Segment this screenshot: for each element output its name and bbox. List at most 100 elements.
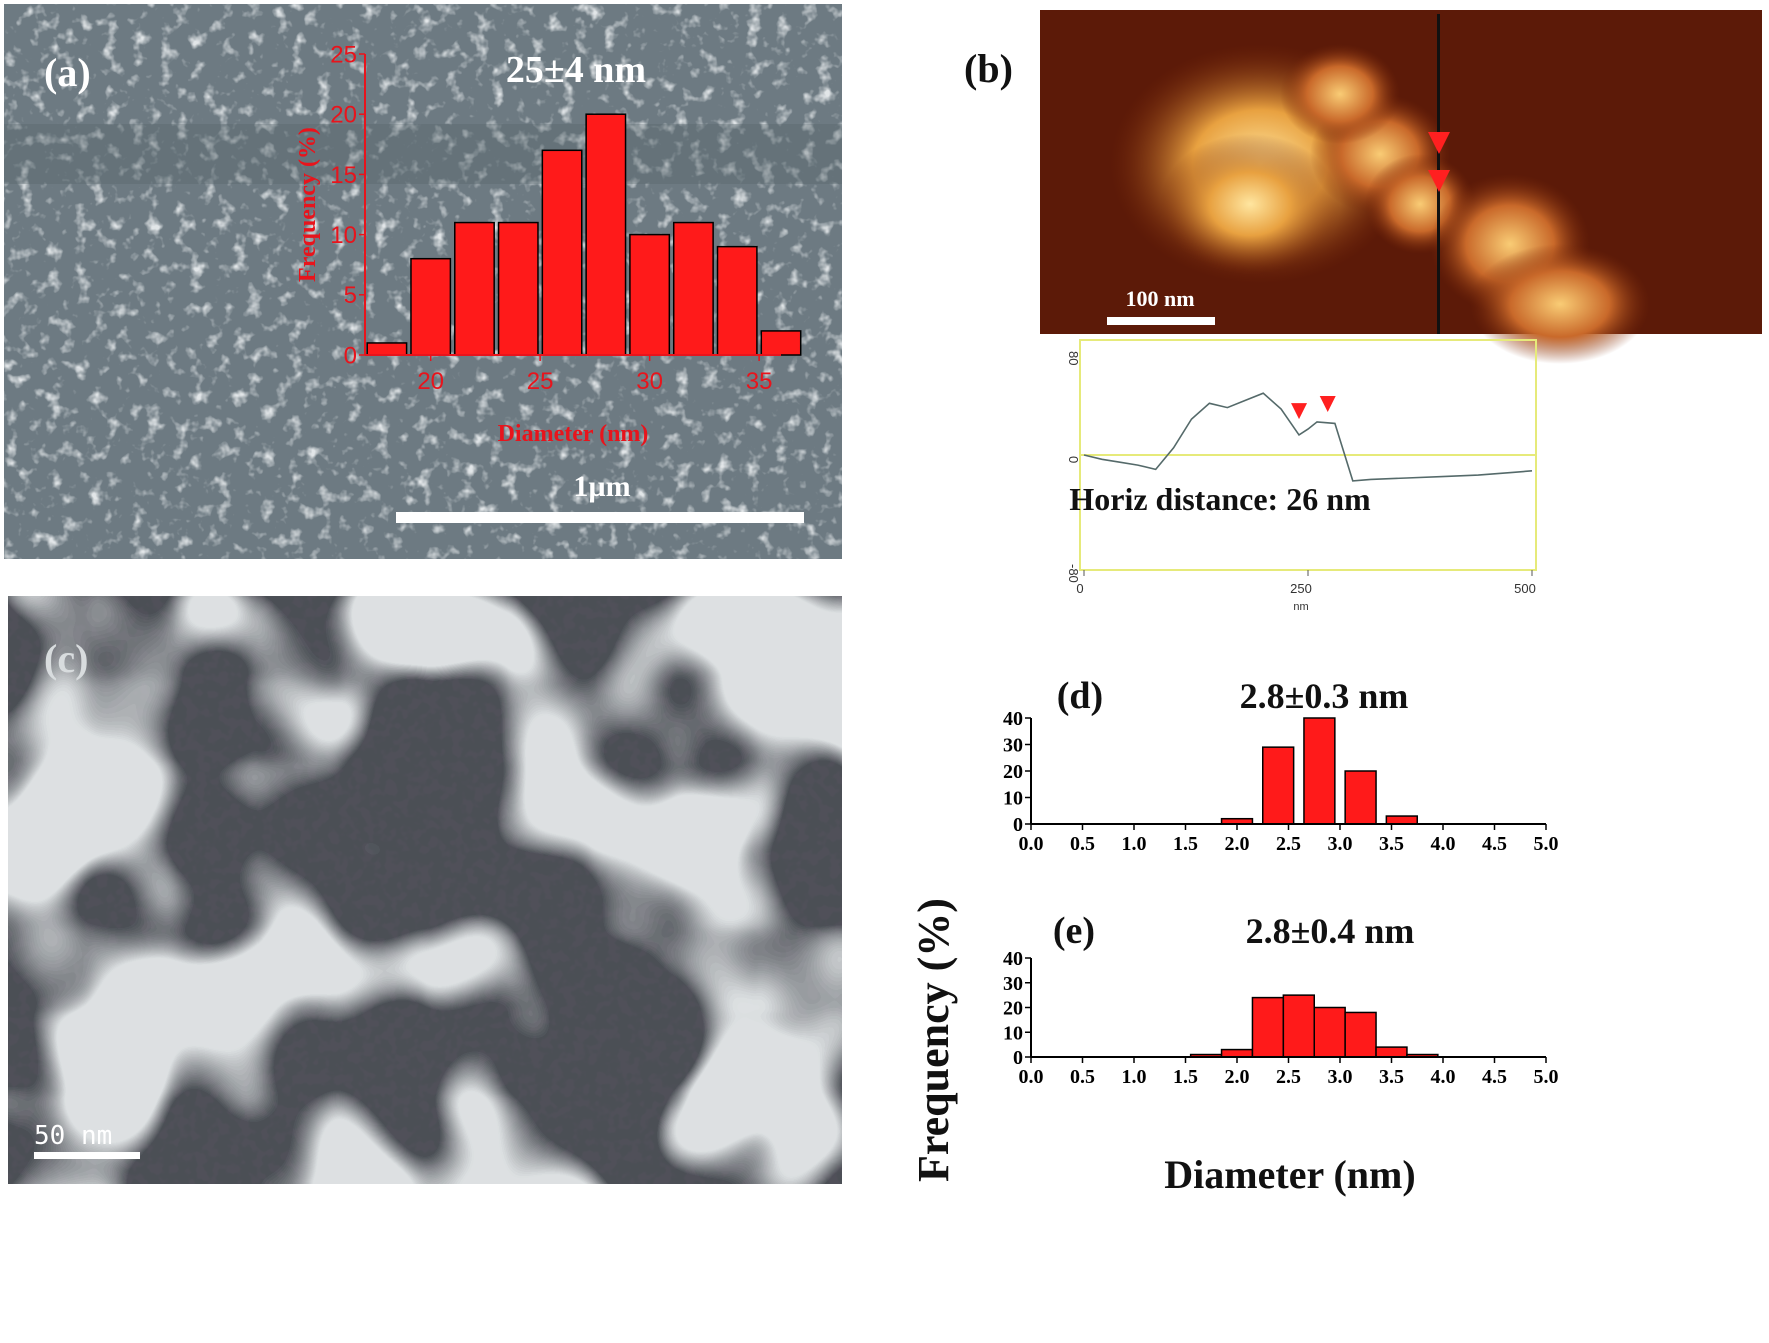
histogram-bar bbox=[497, 221, 539, 356]
x-tick-label: 2.5 bbox=[1276, 1066, 1301, 1088]
x-tick-label: 3.0 bbox=[1328, 1066, 1353, 1088]
histogram-bar bbox=[1344, 770, 1377, 825]
histogram-bar bbox=[629, 233, 671, 356]
x-tick-label: 2.0 bbox=[1225, 833, 1250, 855]
sem-band bbox=[4, 124, 842, 184]
panel-c-scale-label: 50 nm bbox=[34, 1121, 112, 1151]
histogram-bar bbox=[1282, 994, 1316, 1058]
y-tick-label: 40 bbox=[1003, 948, 1023, 970]
x-tick-label: 2.5 bbox=[1276, 833, 1301, 855]
x-tick-label: 4.0 bbox=[1431, 1066, 1456, 1088]
y-tick-label: 10 bbox=[1003, 1022, 1023, 1044]
histogram-bar bbox=[1251, 996, 1285, 1058]
afm-marker-bottom bbox=[1428, 170, 1450, 192]
x-axis-title: Diameter (nm) bbox=[498, 421, 649, 447]
y-tick-label: 5 bbox=[344, 282, 357, 309]
histogram-bar bbox=[1220, 1048, 1254, 1058]
afm-particle-cluster bbox=[1470, 244, 1650, 364]
y-tick-label: 15 bbox=[330, 162, 357, 189]
panel-b-scale-label: 100 nm bbox=[1125, 286, 1194, 311]
profile-xtick-250: 250 bbox=[1290, 581, 1312, 596]
x-tick-label: 2.0 bbox=[1225, 1066, 1250, 1088]
y-tick-label: 25 bbox=[330, 41, 357, 68]
panel-b-distance-note: Horiz distance: 26 nm bbox=[1069, 481, 1371, 517]
histogram-bar bbox=[760, 330, 802, 356]
profile-marker bbox=[1319, 395, 1336, 412]
x-tick-label: 4.0 bbox=[1431, 833, 1456, 855]
x-tick-label: 3.5 bbox=[1379, 1066, 1404, 1088]
afm-image: 100 nm bbox=[1040, 10, 1762, 364]
afm-marker-top bbox=[1428, 132, 1450, 154]
profile-ytick-mid: 0 bbox=[1066, 456, 1081, 463]
profile-marker bbox=[1291, 403, 1308, 420]
panel-c-label: (c) bbox=[44, 636, 88, 681]
histogram-bar bbox=[1262, 746, 1295, 825]
profile-xtick-500: 500 bbox=[1514, 581, 1536, 596]
x-tick-label: 30 bbox=[636, 368, 663, 395]
y-axis-title: Frequency (%) bbox=[295, 127, 321, 282]
panel-c-scale-bar bbox=[34, 1152, 140, 1159]
panel-e-label: (e) bbox=[1053, 910, 1095, 952]
panel-b-canvas: (b) 100 nm Horiz distance: 26 nm 80 0 -8… bbox=[964, 10, 1762, 613]
x-tick-label: 35 bbox=[746, 368, 773, 395]
x-tick-label: 4.5 bbox=[1482, 1066, 1507, 1088]
x-tick-label: 0.0 bbox=[1019, 833, 1044, 855]
x-tick-label: 5.0 bbox=[1534, 1066, 1559, 1088]
x-tick-label: 25 bbox=[527, 368, 554, 395]
y-tick-label: 10 bbox=[330, 222, 357, 249]
histogram-bar bbox=[541, 149, 583, 356]
afm-particle-cluster bbox=[1160, 134, 1340, 274]
panel-de: Frequency (%) Diameter (nm) (d) 2.8±0.3 … bbox=[900, 660, 1766, 1200]
y-tick-label: 30 bbox=[1003, 735, 1023, 757]
profile-x-unit: nm bbox=[1293, 601, 1308, 613]
histogram-bar bbox=[1375, 1046, 1408, 1058]
histogram-bar bbox=[672, 221, 714, 356]
y-tick-label: 40 bbox=[1003, 708, 1023, 730]
x-tick-label: 20 bbox=[417, 368, 444, 395]
panel-a-scale-bar bbox=[396, 512, 804, 523]
histogram-bar bbox=[1303, 717, 1336, 825]
shared-y-axis-label: Frequency (%) bbox=[909, 898, 958, 1182]
afm-height-profile bbox=[1079, 339, 1537, 576]
panel-b-scale-bar bbox=[1107, 317, 1215, 325]
profile-ytick-top: 80 bbox=[1066, 351, 1081, 365]
y-tick-label: 30 bbox=[1003, 973, 1023, 995]
x-tick-label: 1.5 bbox=[1173, 833, 1198, 855]
histogram-bar bbox=[1344, 1011, 1377, 1058]
x-tick-label: 4.5 bbox=[1482, 833, 1507, 855]
x-tick-label: 0.5 bbox=[1070, 1066, 1095, 1088]
profile-series-line bbox=[1083, 392, 1533, 482]
panel-a: 20 25 30 35 0 5 10 15 20 25 Diameter (nm) Frequency… bbox=[4, 4, 842, 559]
panel-e-size-annotation: 2.8±0.4 nm bbox=[1246, 911, 1415, 951]
inset-histogram-a: 20 25 30 35 0 5 10 15 20 25 Diameter (nm) Frequency… bbox=[295, 41, 802, 447]
panel-c-canvas: (c) 50 nm bbox=[8, 596, 842, 1184]
tem-bright-regions bbox=[8, 596, 842, 1184]
y-tick-label: 0 bbox=[1013, 814, 1023, 836]
x-tick-label: 3.0 bbox=[1328, 833, 1353, 855]
x-tick-label: 1.5 bbox=[1173, 1066, 1198, 1088]
panel-d-size-annotation: 2.8±0.3 nm bbox=[1240, 676, 1409, 716]
panel-de-canvas: Frequency (%) Diameter (nm) (d) 2.8±0.3 … bbox=[909, 675, 1559, 1197]
panel-d-label: (d) bbox=[1057, 675, 1103, 717]
histogram-d: 0.0 0.5 1.0 1.5 2.0 2.5 3.0 3.5 4.0 4.5 5.0 0 10 20 30… bbox=[1003, 708, 1559, 855]
histogram-bar bbox=[410, 257, 452, 356]
histogram-bar bbox=[1313, 1006, 1346, 1058]
profile-ytick-bottom: -80 bbox=[1066, 564, 1081, 583]
panel-b-label: (b) bbox=[964, 46, 1013, 91]
panel-b: (b) 100 nm Horiz distance: 26 nm 80 0 -8… bbox=[860, 4, 1765, 624]
x-tick-label: 5.0 bbox=[1534, 833, 1559, 855]
y-tick-label: 20 bbox=[330, 102, 357, 129]
panel-a-scale-label: 1µm bbox=[573, 470, 630, 503]
x-tick-label: 0.0 bbox=[1019, 1066, 1044, 1088]
panel-a-size-annotation: 25±4 nm bbox=[506, 49, 646, 91]
x-tick-label: 3.5 bbox=[1379, 833, 1404, 855]
panel-a-canvas: 20 25 30 35 0 5 10 15 20 25 Diameter (nm) Frequency… bbox=[4, 4, 842, 559]
profile-xtick-0: 0 bbox=[1076, 581, 1083, 596]
y-tick-label: 0 bbox=[1013, 1047, 1023, 1069]
y-tick-label: 0 bbox=[344, 342, 357, 369]
histogram-bar bbox=[454, 221, 495, 356]
x-tick-label: 0.5 bbox=[1070, 833, 1095, 855]
panel-c: (c) 50 nm bbox=[8, 596, 842, 1184]
x-tick-label: 1.0 bbox=[1122, 833, 1147, 855]
